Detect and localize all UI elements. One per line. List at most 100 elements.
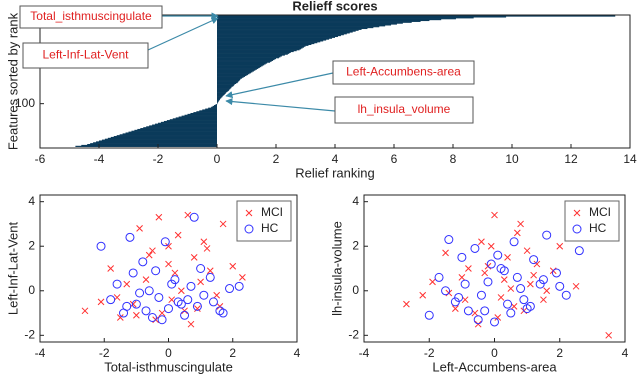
bar [217,32,350,34]
bar [81,144,217,147]
y-tick-label: 0 [28,283,35,297]
x-tick-label: 2 [273,152,280,166]
bar [217,35,338,38]
annotation-text: Left-Accumbens-area [346,65,461,79]
bar [143,127,217,129]
bar [87,144,217,146]
bar [217,17,474,19]
bar [217,37,333,39]
legend-marker [244,224,254,234]
point [165,260,172,268]
x-tick-label: 2 [229,346,236,360]
point [123,280,131,288]
bar [217,46,305,48]
point [517,220,524,228]
bar [172,118,217,120]
bar [217,31,353,33]
point [96,241,106,251]
bar [190,112,217,115]
bar [217,53,288,55]
bar [217,60,272,62]
bar [202,109,217,111]
bar [75,145,218,147]
bar [217,69,256,71]
annotation-text: Left-Inf-Lat-Vent [42,48,129,62]
bar [217,27,368,30]
point [170,275,180,285]
legend-marker [245,209,253,217]
bar [152,124,217,126]
bar [163,120,217,123]
point [463,306,473,316]
bar [181,115,217,117]
bar [217,40,324,42]
bar [217,18,456,20]
point [144,286,154,296]
point [530,271,538,279]
annotation-arrow [147,17,219,51]
bar [217,41,321,43]
annotation-box [19,5,163,29]
bar [160,121,217,124]
y-tick-label: 4 [352,194,359,208]
bar [217,73,250,75]
point [533,260,541,268]
bar [217,59,274,61]
point [491,211,498,219]
y-axis-label: Features sorted by rank [5,12,20,150]
bar [217,26,380,28]
point [507,285,515,292]
bar [178,116,217,118]
bar [205,108,217,110]
annotation-text: lh_insula_volume [358,102,451,116]
bar [104,138,217,140]
bar [217,96,223,98]
bar [217,38,330,40]
point [234,281,244,291]
point [419,291,427,299]
point [154,292,164,302]
x-tick-label: -4 [94,152,105,166]
legend-marker [573,209,581,217]
axes-box [363,194,626,343]
x-tick-label: -2 [99,346,110,360]
bar [217,16,507,18]
point [450,297,460,307]
point [506,308,516,318]
point [542,230,552,240]
point [441,286,451,296]
point [494,314,502,321]
point [155,213,163,221]
bar [131,130,217,132]
bar [146,126,217,128]
point [225,284,235,294]
bar [212,105,217,108]
legend-label: HC [261,221,279,235]
bar [175,117,217,119]
x-tick-label: 0 [165,346,172,360]
bar [199,110,217,112]
bar [217,85,234,87]
point [525,301,535,311]
bar [217,43,312,46]
x-tick-label: -4 [359,346,370,360]
point [478,238,485,246]
bar [217,89,230,91]
bar [217,76,244,78]
bar [217,86,232,88]
bar [217,55,282,57]
x-tick-label: 0 [214,152,221,166]
bar [217,42,315,45]
x-tick-label: 4 [332,152,339,166]
point [125,232,135,242]
bar [217,65,262,68]
bar [217,95,223,97]
bar [217,45,306,47]
point [510,303,518,310]
x-axis-label: Left-Accumbens-area [432,359,557,374]
point [503,299,513,309]
bar [217,77,243,79]
bar [217,74,247,77]
point [470,243,480,253]
